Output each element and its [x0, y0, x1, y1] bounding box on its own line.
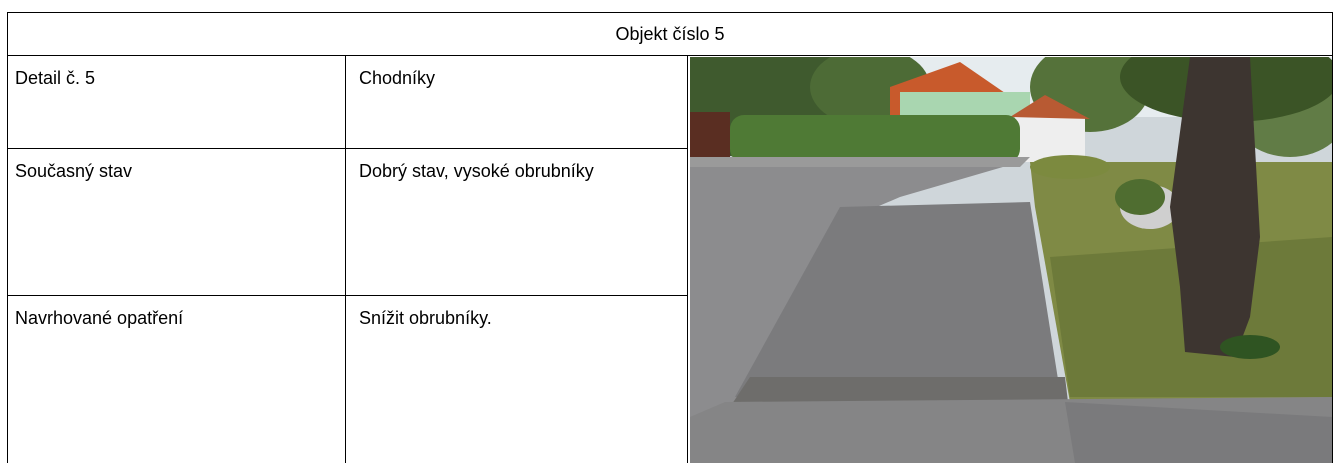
- table-header: Objekt číslo 5: [7, 12, 1333, 56]
- right-border: [1332, 12, 1333, 463]
- row-value: Dobrý stav, vysoké obrubníky: [345, 148, 688, 296]
- row-label: Navrhované opatření: [7, 295, 346, 463]
- row-value: Chodníky: [345, 55, 688, 149]
- row-value: Snížit obrubníky.: [345, 295, 688, 463]
- photo: [690, 57, 1332, 463]
- row-label: Současný stav: [7, 148, 346, 296]
- column-border: [687, 55, 688, 463]
- row-label: Detail č. 5: [7, 55, 346, 149]
